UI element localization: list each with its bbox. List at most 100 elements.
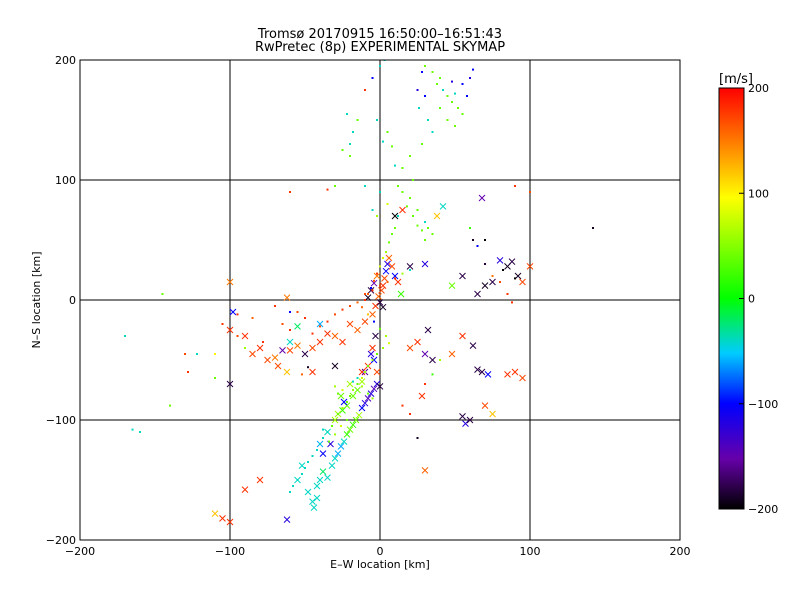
chart-title: Tromsø 20170915 16:50:00–16:51:43 [257, 27, 502, 42]
data-point-cross [264, 356, 271, 364]
data-point-dot [394, 227, 396, 229]
data-point-dot [356, 383, 359, 385]
data-point-dot [421, 229, 423, 232]
y-tick-label: 200 [55, 54, 76, 67]
data-point-dot [461, 113, 464, 115]
data-point-dot [322, 428, 324, 431]
y-tick-label: 100 [55, 174, 76, 187]
data-point-cross [256, 344, 264, 352]
data-point-dot [337, 392, 339, 395]
data-point-dot [349, 143, 351, 145]
data-point-cross [459, 272, 466, 280]
data-point-cross [324, 474, 331, 481]
data-point-dot [319, 443, 321, 445]
data-point-cross [418, 392, 426, 400]
data-point-dot [352, 389, 354, 391]
data-point-cross [489, 410, 496, 418]
data-point-cross [361, 318, 369, 325]
data-point-cross [309, 498, 316, 505]
data-point-dot [401, 191, 404, 193]
data-point-cross [286, 347, 294, 354]
data-point-dot [424, 383, 426, 385]
data-point-cross [316, 338, 324, 346]
data-point-dot [466, 95, 468, 97]
data-point-cross [478, 194, 486, 202]
data-point-cross [283, 294, 291, 301]
data-point-cross [304, 488, 312, 496]
data-point-dot [244, 347, 246, 349]
data-point-cross [319, 450, 327, 457]
data-point-dot [461, 83, 464, 85]
data-point-cross [316, 476, 324, 484]
data-point-cross [375, 293, 382, 300]
data-point-dot [274, 305, 276, 307]
x-tick-label: 100 [520, 545, 541, 558]
data-point-dot [472, 68, 474, 71]
data-point-cross [406, 263, 414, 270]
data-point-cross [349, 421, 357, 429]
data-point-cross [504, 371, 511, 378]
data-point-dot [373, 279, 375, 282]
data-point-cross [394, 278, 402, 286]
data-point-dot [451, 80, 453, 83]
data-point-dot [406, 205, 408, 208]
data-point-cross [373, 272, 381, 280]
data-point-cross [372, 302, 379, 310]
data-point-dot [416, 89, 419, 91]
data-point-cross [283, 368, 291, 376]
data-point-cross [474, 366, 481, 373]
data-point-dot [352, 131, 354, 133]
data-point-dot [529, 191, 531, 193]
data-point-cross [309, 368, 316, 376]
data-point-dot [376, 215, 378, 217]
data-point-dot [346, 419, 348, 421]
data-point-cross [466, 416, 474, 424]
data-point-cross [346, 426, 354, 433]
x-tick-label: −200 [65, 545, 95, 558]
data-point-cross [352, 416, 360, 424]
data-point-dot [337, 413, 339, 415]
data-point-cross [433, 212, 441, 220]
x-tick-label: −100 [215, 545, 245, 558]
data-point-dot [307, 461, 309, 463]
data-point-cross [328, 462, 336, 469]
axis-ticks: −200 −100 0 100 200 −200 −100 0 100 200 [46, 54, 691, 558]
data-points [124, 60, 594, 526]
data-point-dot [424, 95, 426, 97]
data-point-dot [364, 185, 366, 187]
data-point-dot [394, 164, 396, 167]
data-point-dot [262, 341, 264, 343]
data-point-dot [326, 188, 329, 191]
data-point-cross [370, 279, 378, 287]
data-point-dot [334, 313, 336, 316]
data-point-cross [484, 371, 492, 378]
data-point-cross [355, 411, 363, 419]
data-point-dot [416, 437, 419, 439]
data-point-dot [412, 215, 414, 217]
data-point-dot [385, 335, 387, 337]
data-point-cross [421, 467, 429, 474]
data-point-cross [354, 326, 361, 334]
data-point-dot [484, 263, 486, 265]
data-point-cross [226, 380, 234, 388]
data-point-dot [370, 287, 372, 289]
data-point-dot [341, 389, 344, 391]
data-point-dot [307, 366, 309, 369]
data-point-cross [229, 308, 237, 316]
data-point-cross [508, 258, 516, 265]
data-point-cross [478, 368, 486, 376]
data-point-cross [358, 404, 366, 412]
data-point-cross [459, 413, 466, 420]
data-point-cross [379, 282, 387, 289]
data-point-cross [381, 275, 388, 282]
data-point-cross [511, 368, 519, 376]
data-point-dot [184, 353, 186, 355]
data-point-cross [496, 257, 504, 264]
data-point-cross [373, 368, 381, 376]
data-point-dot [391, 145, 393, 148]
data-point-cross [414, 338, 421, 346]
data-point-dot [187, 371, 189, 373]
data-point-dot [346, 401, 348, 403]
data-point-dot [251, 317, 254, 319]
data-point-cross [339, 338, 346, 346]
